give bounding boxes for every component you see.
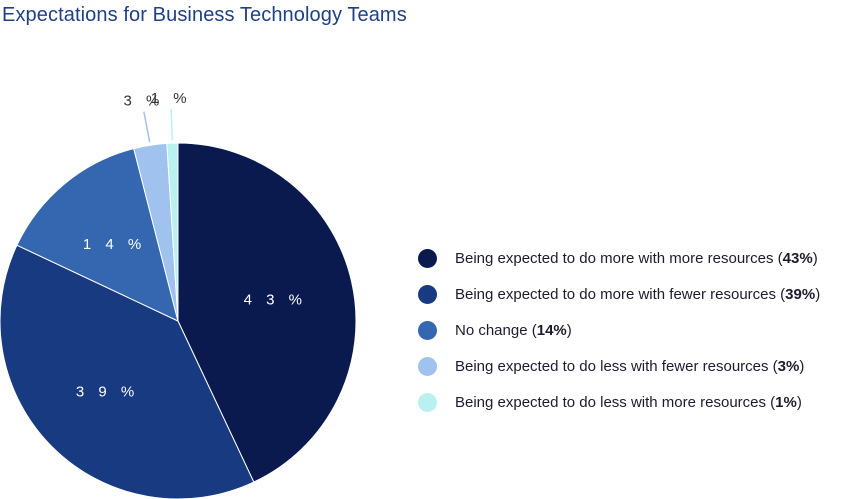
legend-label: No change (455, 321, 528, 339)
legend-swatch (418, 392, 437, 412)
legend-swatch (418, 248, 437, 268)
legend-label: Being expected to do more with more reso… (455, 249, 774, 267)
legend-text: Being expected to do less with fewer res… (455, 357, 805, 375)
leader-line (143, 111, 151, 143)
legend-percent: 1% (775, 393, 797, 411)
legend-item: Being expected to do less with fewer res… (418, 348, 820, 384)
legend-swatch (418, 320, 437, 340)
pie-slice (166, 142, 179, 322)
slice-label: 1 % (151, 90, 192, 107)
legend-text: No change (14%) (455, 321, 572, 339)
legend-item: Being expected to do more with fewer res… (418, 276, 820, 312)
slice-label: 3 % (123, 93, 164, 110)
legend-item: Being expected to do less with more reso… (418, 384, 820, 420)
legend-text: Being expected to do less with more reso… (455, 393, 802, 411)
legend-swatch (418, 284, 437, 304)
legend-percent: 14% (536, 321, 567, 339)
legend-label: Being expected to do less with fewer res… (455, 357, 769, 375)
legend-text: Being expected to do more with more reso… (455, 249, 818, 267)
legend-item: No change (14%) (418, 312, 820, 348)
legend-percent: 39% (785, 285, 816, 303)
legend-text: Being expected to do more with fewer res… (455, 285, 821, 303)
legend-label: Being expected to do less with more reso… (455, 393, 766, 411)
legend-percent: 43% (782, 249, 813, 267)
slice-label: 3 9 % (76, 384, 139, 401)
legend-swatch (418, 356, 437, 376)
legend-percent: 3% (777, 357, 800, 375)
legend: Being expected to do more with more reso… (418, 240, 820, 420)
pie-slice (0, 244, 255, 499)
pie-slice (177, 142, 357, 483)
pie-slice (16, 147, 179, 322)
legend-label: Being expected to do more with fewer res… (455, 285, 776, 303)
slice-label: 1 4 % (83, 236, 146, 253)
slice-label: 4 3 % (244, 291, 307, 308)
legend-item: Being expected to do more with more reso… (418, 240, 820, 276)
chart-title: Expectations for Business Technology Tea… (2, 4, 407, 26)
leader-line (170, 109, 174, 141)
